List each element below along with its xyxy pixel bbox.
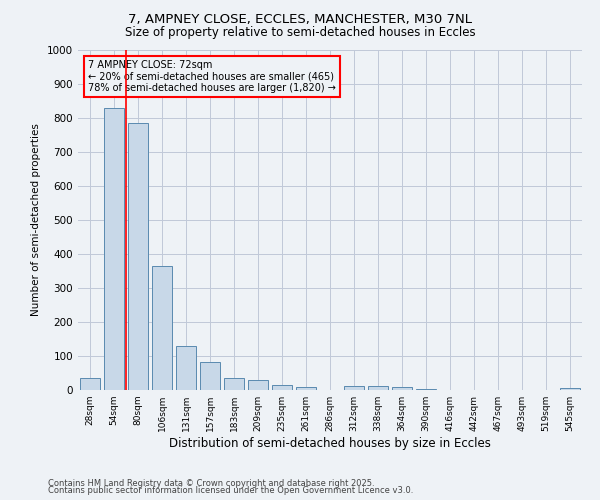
- Bar: [392, 388, 412, 390]
- Bar: [176, 346, 196, 390]
- Y-axis label: Number of semi-detached properties: Number of semi-detached properties: [31, 124, 41, 316]
- Bar: [80, 378, 100, 390]
- Bar: [104, 108, 124, 390]
- Text: Contains HM Land Registry data © Crown copyright and database right 2025.: Contains HM Land Registry data © Crown c…: [48, 478, 374, 488]
- Text: 7, AMPNEY CLOSE, ECCLES, MANCHESTER, M30 7NL: 7, AMPNEY CLOSE, ECCLES, MANCHESTER, M30…: [128, 12, 472, 26]
- Bar: [152, 266, 172, 390]
- Bar: [560, 388, 580, 390]
- Bar: [200, 362, 220, 390]
- Bar: [344, 386, 364, 390]
- Bar: [248, 380, 268, 390]
- X-axis label: Distribution of semi-detached houses by size in Eccles: Distribution of semi-detached houses by …: [169, 437, 491, 450]
- Bar: [368, 386, 388, 390]
- Bar: [416, 389, 436, 390]
- Bar: [224, 378, 244, 390]
- Text: Contains public sector information licensed under the Open Government Licence v3: Contains public sector information licen…: [48, 486, 413, 495]
- Bar: [128, 123, 148, 390]
- Text: Size of property relative to semi-detached houses in Eccles: Size of property relative to semi-detach…: [125, 26, 475, 39]
- Bar: [272, 385, 292, 390]
- Text: 7 AMPNEY CLOSE: 72sqm
← 20% of semi-detached houses are smaller (465)
78% of sem: 7 AMPNEY CLOSE: 72sqm ← 20% of semi-deta…: [88, 60, 336, 94]
- Bar: [296, 386, 316, 390]
